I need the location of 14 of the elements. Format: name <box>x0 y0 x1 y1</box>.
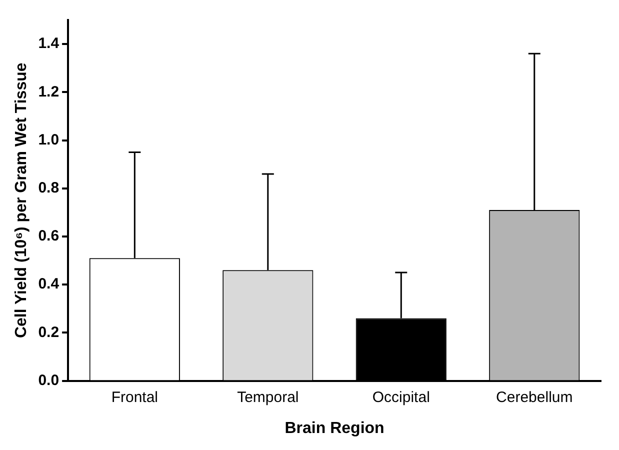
y-tick-label: 0.2 <box>38 324 60 341</box>
x-tick-label: Frontal <box>111 388 158 406</box>
y-tick-label: 1.2 <box>38 83 60 100</box>
y-tick-label: 0.6 <box>38 228 60 245</box>
x-tick-label: Occipital <box>372 388 430 406</box>
y-axis-title: Cell Yield (10⁶) per Gram Wet Tissue <box>13 62 30 338</box>
y-tick-label: 0.0 <box>38 372 60 389</box>
y-tick-label: 0.8 <box>38 180 60 197</box>
y-tick-label: 0.4 <box>38 276 60 293</box>
y-tick-label: 1.4 <box>38 35 60 52</box>
x-tick-label: Cerebellum <box>496 388 573 406</box>
x-tick-label: Temporal <box>237 388 299 406</box>
y-tick-label: 1.0 <box>38 131 60 148</box>
x-axis-title: Brain Region <box>284 420 384 437</box>
